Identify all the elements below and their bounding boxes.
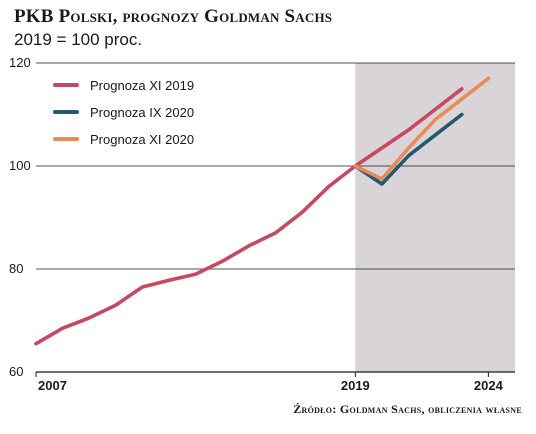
series-line-1 [34,87,464,346]
y-tick-label: 60 [9,364,23,379]
x-tick-label: 2007 [38,378,67,393]
series-line-2 [353,112,464,186]
y-tick-label: 100 [9,158,31,173]
source-note: Źródło: Goldman Sachs, obliczenia własne [293,402,522,416]
forecast-shaded-region [355,63,515,372]
y-tick-label: 80 [9,261,23,276]
chart-title: PKB Polski, prognozy Goldman Sachs [14,6,333,27]
legend-label: Prognoza XI 2020 [90,132,194,147]
x-tick-label: 2024 [474,378,504,393]
chart-subtitle: 2019 = 100 proc. [14,30,143,49]
legend-label: Prognoza IX 2020 [90,105,194,120]
legend-label: Prognoza XI 2019 [90,78,194,93]
x-tick-label: 2019 [341,378,370,393]
series-line-3 [353,76,491,181]
y-tick-label: 120 [9,55,31,70]
